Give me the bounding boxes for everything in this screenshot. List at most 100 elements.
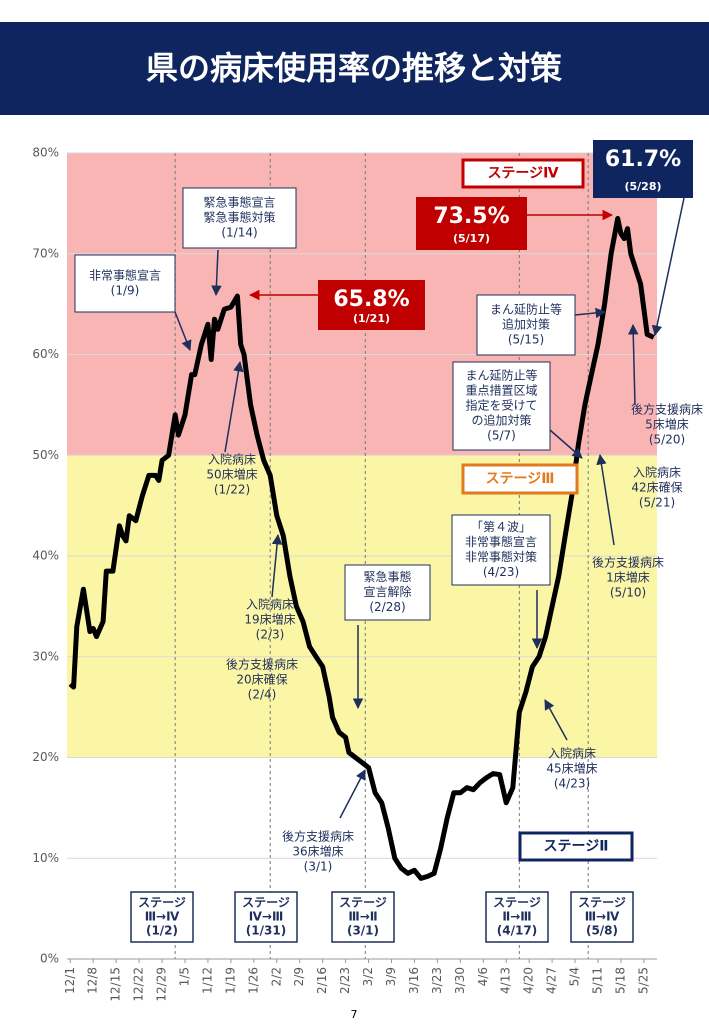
- arrow: [339, 769, 366, 819]
- annotation-box: [74, 254, 176, 313]
- annotation-text: ステージ: [339, 896, 387, 910]
- annotation-text: 入院病床: [633, 465, 681, 480]
- annotation-text: (2/4): [248, 688, 277, 702]
- x-tick-label: 5/11: [591, 967, 605, 994]
- stage-change-box: [130, 891, 194, 943]
- highlight-value: 73.5%: [433, 204, 509, 229]
- y-tick-label: 70%: [32, 246, 59, 260]
- annotation-text: ステージ: [493, 896, 541, 910]
- annotation-text: (1/31): [246, 924, 286, 938]
- x-tick-label: 4/20: [522, 967, 536, 994]
- arrow: [544, 699, 568, 741]
- annotation-text: (5/8): [586, 924, 618, 938]
- annotation-text: 45床増床: [546, 762, 597, 776]
- x-tick-label: 3/23: [430, 967, 444, 994]
- y-tick-label: 20%: [32, 750, 59, 764]
- annotation-box: [344, 564, 431, 621]
- x-tick-label: 4/13: [499, 967, 513, 994]
- annotation-text: 緊急事態宣言: [203, 195, 275, 210]
- annotation-text: (5/7): [487, 429, 516, 443]
- x-tick-label: 4/27: [545, 967, 559, 994]
- chart-title: 県の病床使用率の推移と対策: [146, 49, 562, 87]
- annotation-text: 42床確保: [631, 480, 682, 495]
- annotation-text: 19床増床: [244, 613, 295, 627]
- annotation-box: [451, 514, 551, 586]
- annotation-text: ステージ: [138, 896, 186, 910]
- highlight-date: (1/21): [353, 312, 390, 325]
- arrow: [211, 249, 222, 297]
- x-tick-label: 12/8: [86, 967, 100, 994]
- x-tick-label: 1/5: [178, 967, 192, 986]
- annotation-text: の追加対策: [471, 413, 531, 428]
- arrow: [271, 533, 283, 598]
- stage-label: ステージⅢ: [486, 471, 555, 487]
- y-tick-label: 80%: [32, 146, 59, 160]
- stage-label-box: [461, 158, 585, 189]
- stage-label: ステージⅣ: [487, 166, 559, 182]
- y-tick-label: 10%: [32, 851, 59, 865]
- annotation-text: (5/21): [639, 496, 675, 510]
- annotation-text: 後方支援病床: [282, 829, 354, 844]
- arrow: [174, 311, 192, 351]
- stage-label: ステージⅡ: [544, 839, 609, 855]
- annotation-text: (5/10): [610, 586, 646, 600]
- annotation-text: 非常事態対策: [465, 549, 537, 564]
- annotation-text: (1/14): [221, 226, 257, 240]
- annotation-text: 5床増床: [645, 418, 689, 432]
- annotation-text: (2/3): [256, 628, 285, 642]
- x-tick-label: 5/4: [568, 967, 582, 986]
- stage-label-box: [518, 831, 634, 862]
- highlight-box: [318, 280, 425, 330]
- x-tick-label: 12/15: [109, 967, 123, 1002]
- x-tick-label: 2/2: [269, 967, 283, 986]
- y-tick-label: 30%: [32, 649, 59, 663]
- data-line: [68, 216, 655, 881]
- x-tick-label: 5/18: [613, 967, 627, 994]
- arrow: [627, 323, 639, 406]
- stage-label-box: [461, 463, 579, 495]
- annotation-text: (3/1): [304, 860, 333, 874]
- x-tick-label: 12/22: [132, 967, 146, 1002]
- x-tick-label: 3/2: [361, 967, 375, 986]
- annotation-text: (5/20): [649, 433, 685, 447]
- annotation-text: 重点措置区域: [465, 384, 537, 398]
- x-tick-label: 3/30: [453, 967, 467, 994]
- x-tick-label: 2/16: [315, 967, 329, 994]
- annotation-text: 後方支援病床: [592, 555, 664, 570]
- annotation-text: 入院病床: [548, 746, 596, 761]
- y-tick-label: 60%: [32, 347, 59, 361]
- annotation-text: 後方支援病床: [631, 402, 703, 417]
- annotation-text: 緊急事態対策: [203, 210, 275, 225]
- annotation-text: 1床増床: [606, 571, 650, 585]
- stage-change-box: [331, 891, 395, 943]
- arrow: [549, 429, 583, 459]
- highlight-box: [593, 140, 693, 198]
- y-tick-label: 0%: [40, 952, 59, 966]
- x-tick-label: 5/25: [636, 967, 650, 994]
- annotation-text: 入院病床: [208, 452, 256, 467]
- x-tick-label: 4/6: [476, 967, 490, 986]
- annotation-text: 36床増床: [292, 845, 343, 859]
- annotation-text: (5/15): [508, 333, 544, 347]
- annotation-text: 20床確保: [236, 672, 287, 687]
- annotation-text: 追加対策: [502, 317, 550, 332]
- annotation-text: (4/23): [483, 565, 519, 579]
- x-tick-label: 2/9: [292, 967, 306, 986]
- y-tick-label: 50%: [32, 448, 59, 462]
- arrow: [596, 453, 615, 546]
- x-tick-label: 12/1: [63, 967, 77, 994]
- annotation-text: 指定を受けて: [465, 398, 537, 413]
- annotation-box: [476, 294, 576, 356]
- arrow: [224, 360, 244, 453]
- header-bar: [0, 22, 709, 115]
- annotation-text: ステージ: [242, 896, 290, 910]
- annotation-box: [452, 361, 551, 451]
- annotation-box: [182, 187, 297, 249]
- annotation-text: 後方支援病床: [226, 657, 298, 672]
- x-tick-label: 1/26: [246, 967, 260, 994]
- annotation-text: 50床増床: [206, 468, 257, 482]
- x-tick-label: 1/12: [200, 967, 214, 994]
- annotation-text: (4/23): [554, 777, 590, 791]
- annotation-text: ステージ: [578, 896, 626, 910]
